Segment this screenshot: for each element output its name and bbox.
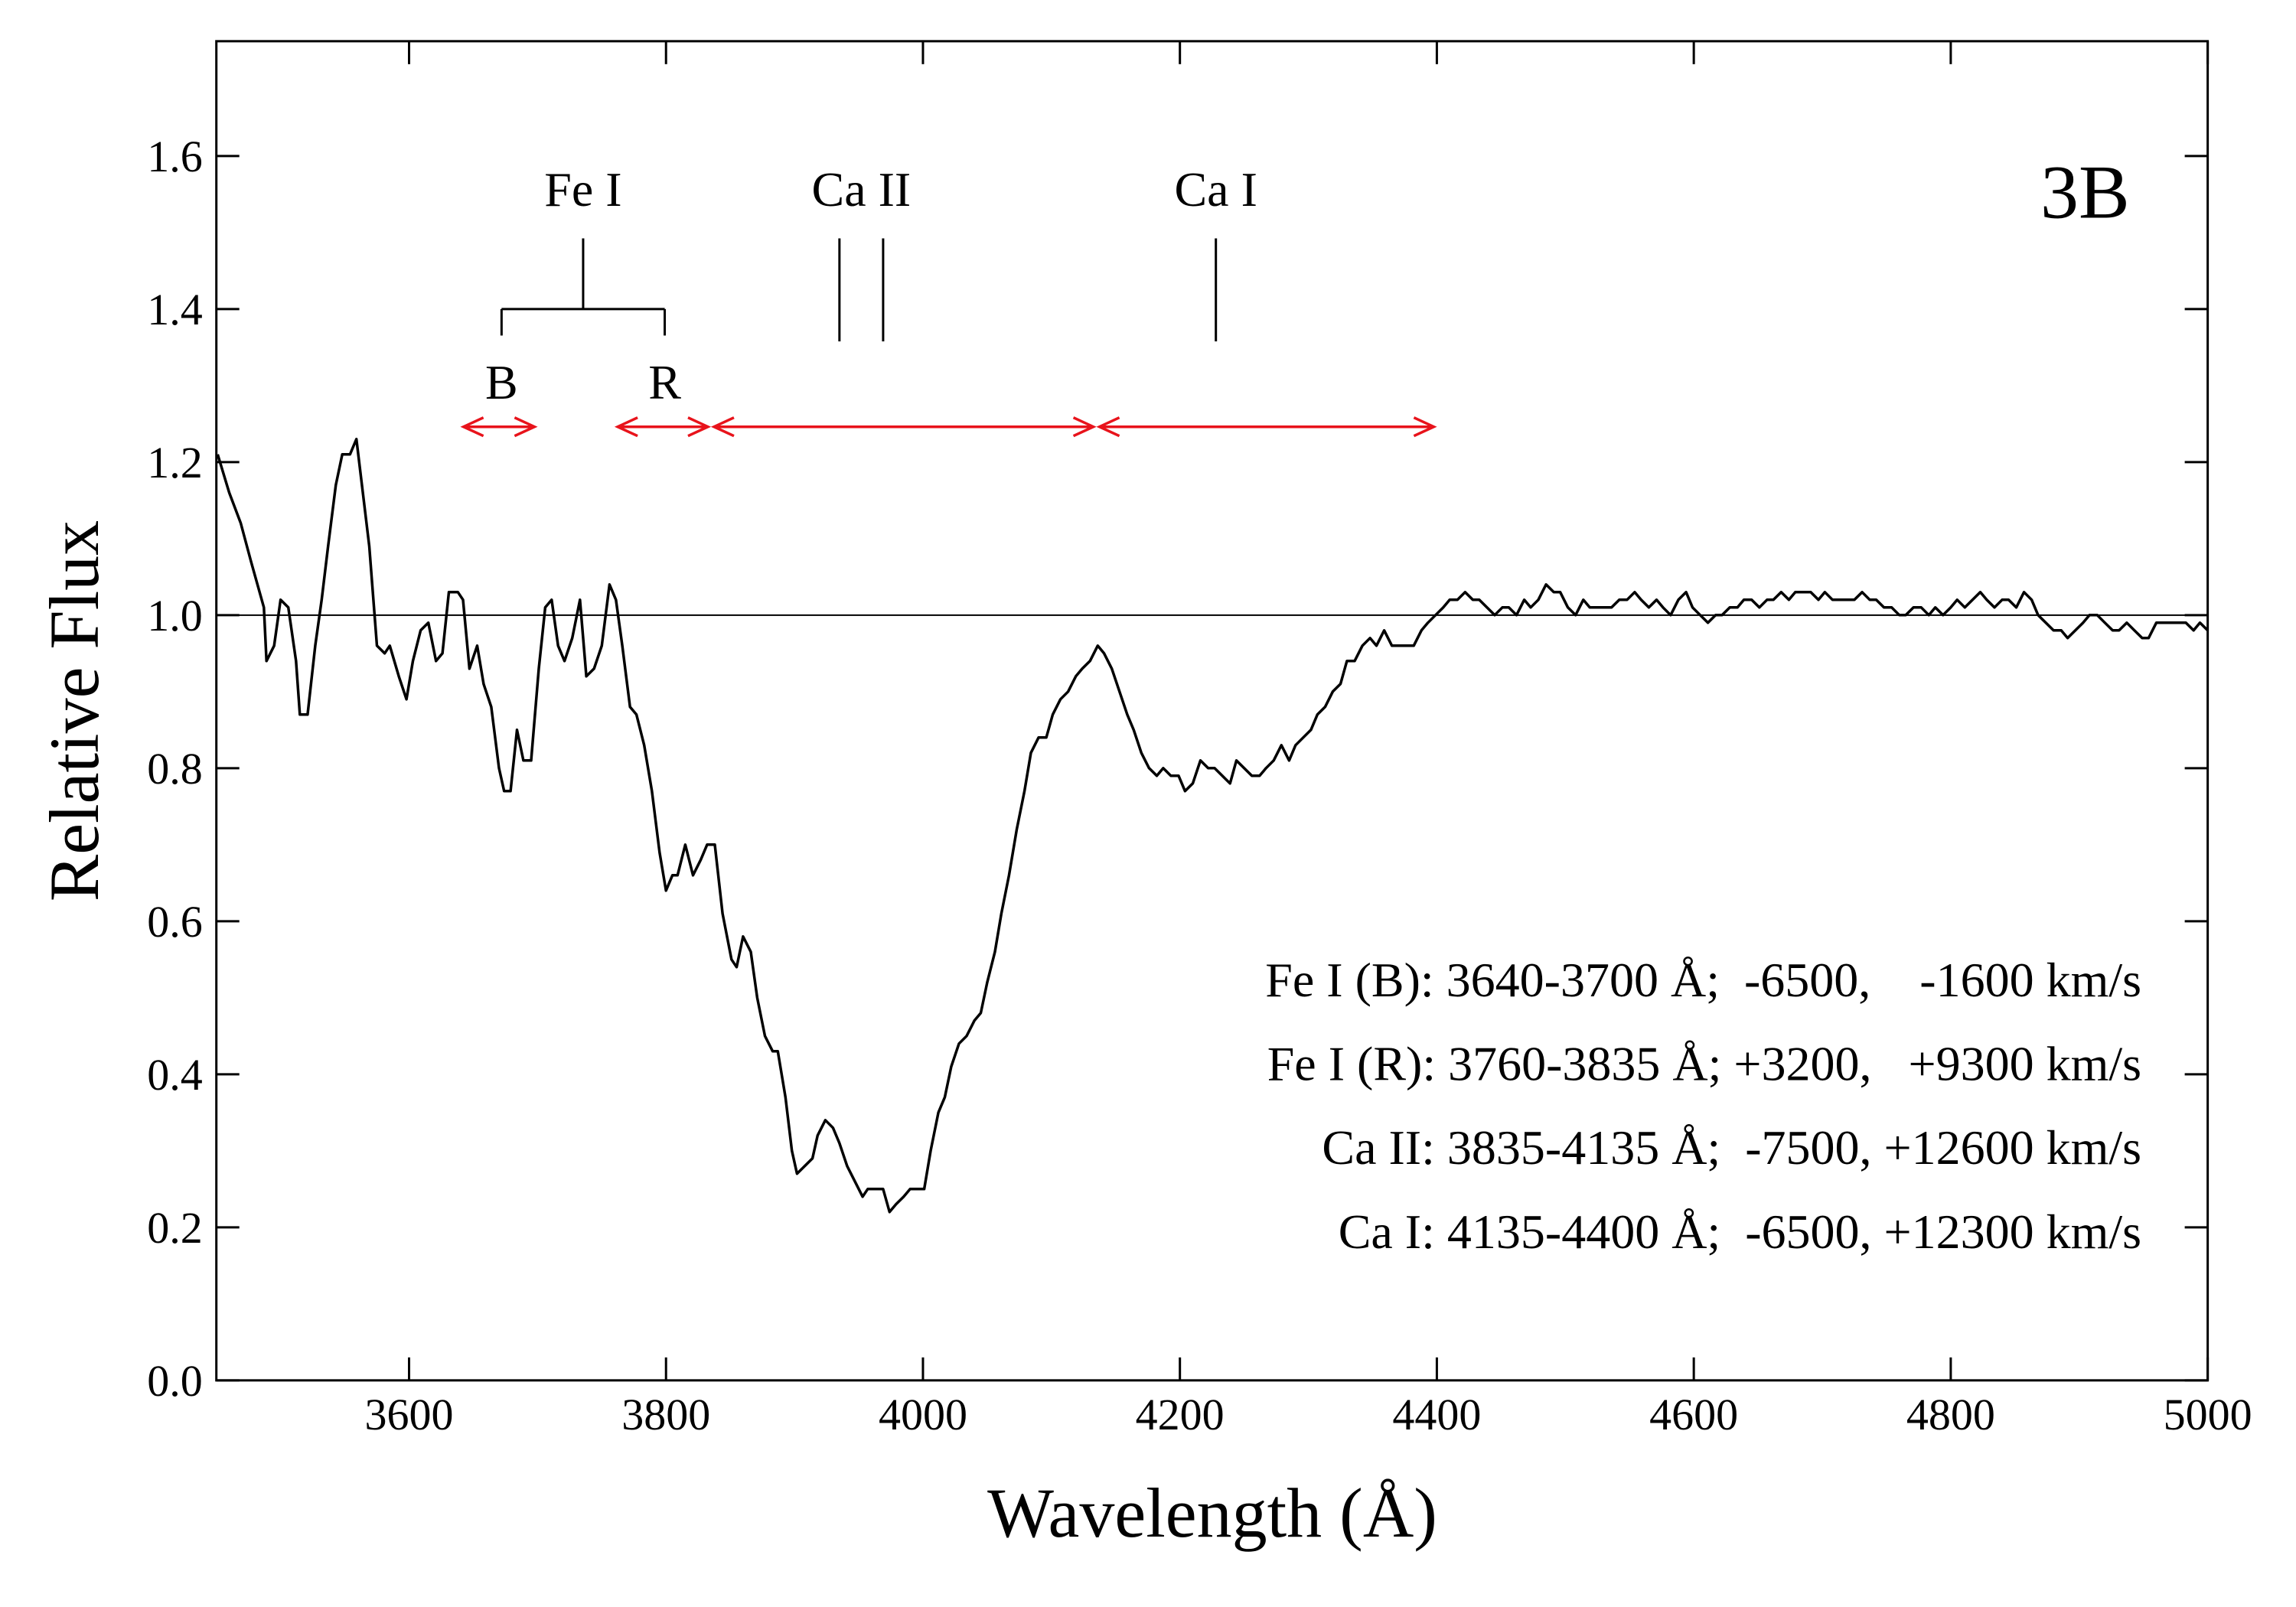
annotation: Ca I: 4135-4400 Å; -6500, +12300 km/s: [1339, 1204, 2141, 1259]
x-tick-label: 4600: [1649, 1390, 1738, 1439]
y-tick-label: 1.4: [147, 285, 203, 334]
x-tick-label: 4000: [879, 1390, 967, 1439]
y-tick-label: 1.0: [147, 591, 203, 641]
x-axis-title: Wavelength (Å): [987, 1474, 1437, 1552]
x-tick-label: 4200: [1136, 1390, 1225, 1439]
y-tick-label: 0.4: [147, 1050, 203, 1100]
plot-frame: [215, 40, 2210, 1382]
range-arrow: [710, 416, 1097, 438]
arrow-head: [514, 416, 538, 438]
arrow-head: [460, 416, 484, 438]
arrow-head: [1072, 416, 1097, 438]
arrow-head: [710, 416, 735, 438]
line-sub-label: R: [648, 355, 681, 409]
range-arrow: [460, 416, 538, 438]
arrow-head: [614, 416, 638, 438]
y-tick-label: 1.6: [147, 132, 203, 181]
line-sub-label: B: [485, 355, 518, 409]
arrow-head: [687, 416, 712, 438]
y-axis-title: Relative Flux: [35, 520, 113, 901]
spectrum-line: [216, 438, 2209, 1214]
range-arrow: [614, 416, 712, 438]
panel-label: 3B: [2040, 150, 2130, 235]
x-tick-label: 4800: [1906, 1390, 1995, 1439]
arrow-head: [1096, 416, 1120, 438]
arrow-head: [1413, 416, 1437, 438]
y-tick-label: 1.2: [147, 438, 203, 487]
y-tick-label: 0.8: [147, 744, 203, 794]
y-tick-label: 0.2: [147, 1203, 203, 1253]
annotation: Fe I (R): 3760-3835 Å; +3200, +9300 km/s: [1267, 1037, 2141, 1091]
line-id-label: Ca I: [1174, 162, 1257, 217]
y-tick-label: 0.6: [147, 897, 203, 947]
range-arrow: [1096, 416, 1437, 438]
x-tick-label: 3800: [621, 1390, 710, 1439]
line-id-label: Ca II: [812, 162, 912, 217]
x-tick-label: 3600: [364, 1390, 453, 1439]
x-tick-label: 5000: [2164, 1390, 2252, 1439]
x-tick-label: 4400: [1392, 1390, 1481, 1439]
annotation: Fe I (B): 3640-3700 Å; -6500, -1600 km/s: [1265, 953, 2141, 1007]
annotation: Ca II: 3835-4135 Å; -7500, +12600 km/s: [1322, 1120, 2141, 1175]
line-id-label: Fe I: [544, 162, 621, 217]
y-tick-label: 0.0: [147, 1356, 203, 1406]
